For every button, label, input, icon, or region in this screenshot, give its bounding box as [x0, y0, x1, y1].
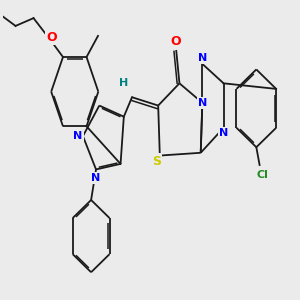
Text: N: N	[198, 98, 207, 108]
Text: S: S	[152, 154, 161, 168]
Text: Cl: Cl	[256, 170, 268, 180]
Text: H: H	[119, 78, 128, 88]
Text: O: O	[171, 35, 181, 48]
Text: N: N	[219, 128, 228, 138]
Text: N: N	[92, 173, 100, 183]
Text: N: N	[74, 131, 82, 141]
Text: O: O	[46, 31, 57, 44]
Text: N: N	[198, 53, 207, 63]
